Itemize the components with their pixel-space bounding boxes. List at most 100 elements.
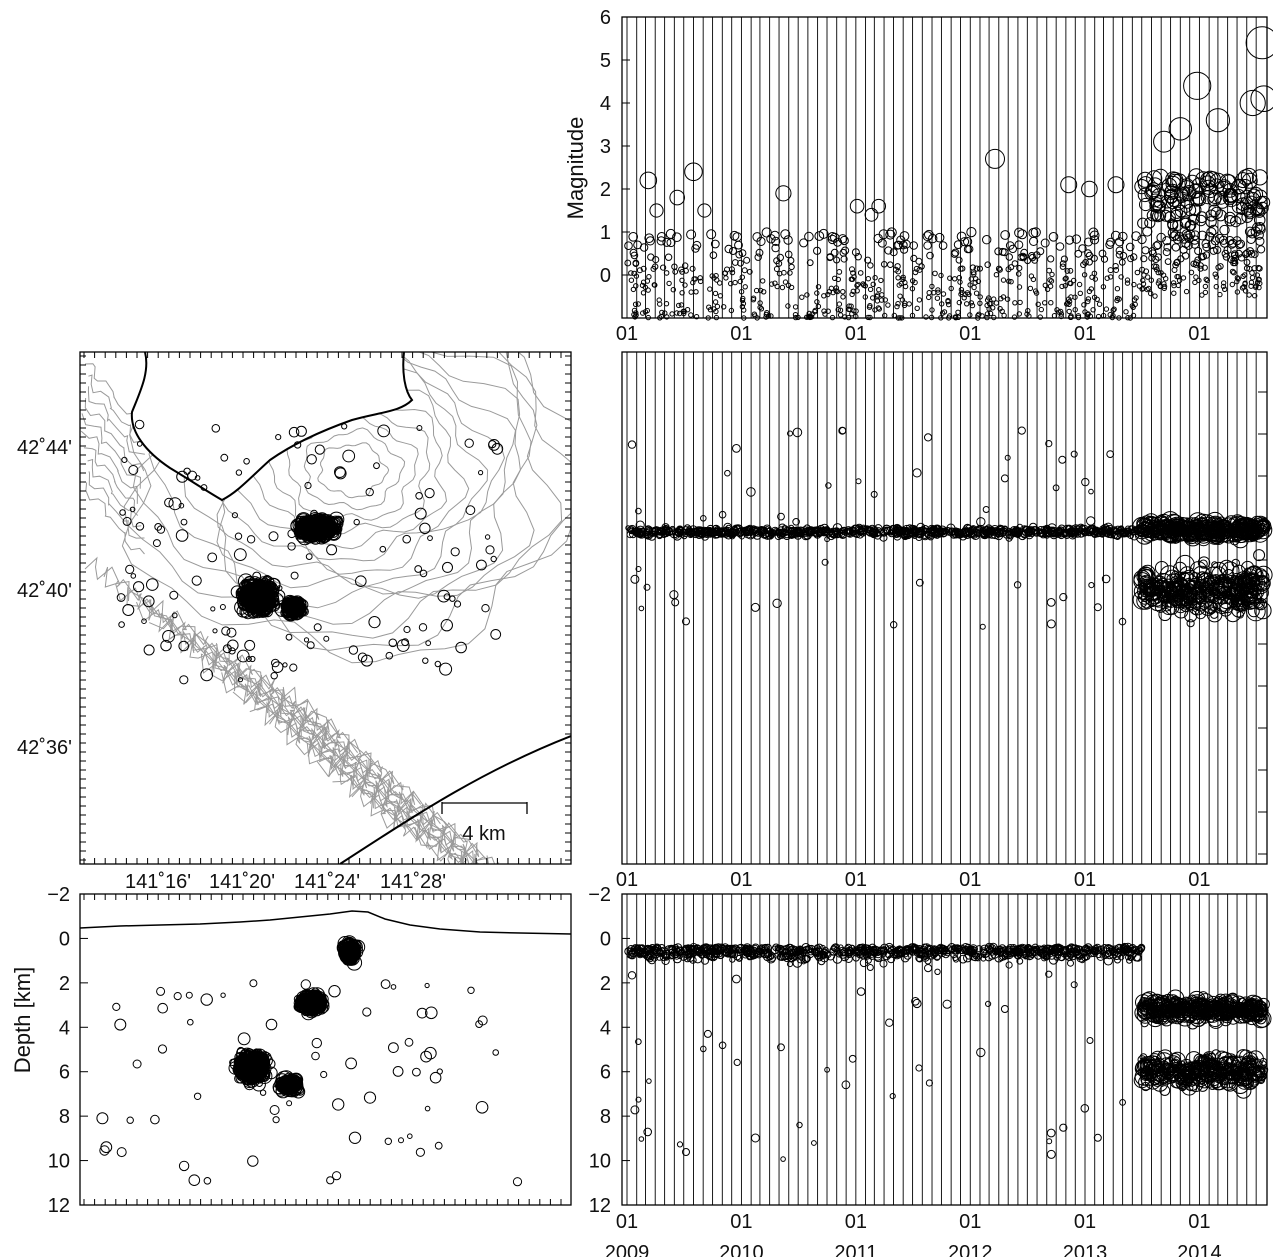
event-marker — [872, 528, 881, 538]
event-marker — [1066, 301, 1072, 307]
event-marker — [1114, 286, 1121, 292]
event-marker — [1203, 276, 1209, 282]
event-marker — [1181, 186, 1197, 202]
event-marker — [1006, 278, 1012, 284]
event-marker — [717, 527, 726, 536]
latitude-time-panel: 01 01 01 01 01 01 — [616, 351, 1273, 891]
event-marker — [836, 301, 843, 307]
event-marker — [792, 427, 803, 438]
event-marker — [1193, 274, 1199, 280]
event-marker — [982, 506, 990, 513]
event-marker — [712, 290, 719, 297]
event-marker — [968, 300, 975, 306]
y-tick-label: 3 — [600, 136, 611, 158]
event-marker — [635, 507, 642, 515]
event-marker — [1035, 301, 1041, 307]
event-marker — [976, 525, 983, 532]
latitude-tick-label: 42˚40' — [17, 580, 72, 602]
event-marker — [850, 288, 856, 294]
event-marker — [657, 301, 663, 307]
event-marker — [1235, 276, 1242, 282]
event-marker — [755, 248, 764, 257]
epicenter-marker — [368, 616, 381, 629]
event-marker — [1046, 598, 1056, 607]
event-marker — [902, 300, 908, 306]
event-marker — [663, 270, 670, 276]
event-marker — [895, 301, 901, 307]
event-marker — [992, 527, 999, 534]
event-marker — [1044, 286, 1051, 292]
event-marker — [1249, 203, 1263, 216]
event-marker — [1197, 230, 1208, 241]
event-marker — [1104, 275, 1110, 281]
event-marker — [1129, 303, 1136, 309]
event-marker — [1080, 261, 1087, 269]
event-marker — [1185, 219, 1197, 231]
contour-line — [269, 711, 496, 864]
event-marker — [1239, 89, 1266, 117]
event-marker — [807, 314, 814, 320]
event-marker — [1015, 530, 1022, 537]
event-marker — [1213, 284, 1220, 290]
event-marker — [1084, 314, 1091, 320]
event-marker — [711, 275, 717, 281]
event-marker — [916, 297, 923, 303]
event-marker — [1062, 283, 1069, 289]
event-marker — [963, 523, 972, 533]
event-marker — [849, 266, 855, 273]
event-marker — [984, 261, 992, 269]
event-marker — [1225, 236, 1235, 246]
event-marker — [1134, 269, 1141, 276]
event-marker — [977, 294, 983, 300]
event-marker — [823, 526, 831, 534]
event-marker — [1239, 285, 1246, 291]
event-marker — [833, 285, 839, 291]
event-marker — [1111, 306, 1117, 312]
event-marker — [678, 302, 685, 308]
event-marker — [1005, 253, 1013, 261]
event-marker — [995, 265, 1003, 272]
event-marker — [1105, 528, 1114, 536]
event-marker — [1107, 274, 1114, 280]
event-marker — [690, 279, 696, 286]
event-marker — [1058, 313, 1064, 320]
event-marker — [1183, 71, 1212, 100]
event-marker — [1132, 301, 1138, 308]
event-marker — [928, 233, 938, 244]
event-marker — [1168, 117, 1193, 141]
event-marker — [1153, 130, 1175, 153]
epicenter-marker — [464, 438, 474, 448]
event-marker — [1040, 238, 1050, 248]
event-marker — [957, 279, 963, 285]
epicenter-marker — [210, 606, 216, 612]
event-marker — [1109, 526, 1118, 535]
event-marker — [1015, 528, 1023, 535]
event-marker — [750, 602, 760, 612]
event-marker — [1059, 260, 1067, 267]
event-marker — [1144, 217, 1156, 229]
event-marker — [763, 311, 769, 318]
event-marker — [1124, 280, 1131, 286]
event-marker — [998, 296, 1004, 302]
event-marker — [971, 284, 977, 291]
event-marker — [1167, 173, 1183, 190]
event-marker — [835, 307, 841, 313]
event-marker — [804, 292, 810, 298]
epicenter-marker — [246, 535, 256, 544]
event-marker — [1085, 296, 1092, 302]
event-marker — [1038, 306, 1045, 313]
event-marker — [878, 229, 889, 240]
event-marker — [970, 530, 981, 540]
event-marker — [1074, 249, 1083, 258]
event-marker — [874, 293, 880, 300]
event-marker — [968, 276, 974, 282]
event-marker — [1198, 253, 1206, 261]
event-marker — [1154, 561, 1169, 575]
event-marker — [892, 266, 899, 273]
event-marker — [761, 289, 767, 295]
event-marker — [1221, 280, 1227, 286]
event-marker — [830, 248, 839, 257]
event-marker — [959, 265, 966, 272]
event-marker — [1230, 251, 1239, 260]
event-marker — [630, 251, 639, 260]
